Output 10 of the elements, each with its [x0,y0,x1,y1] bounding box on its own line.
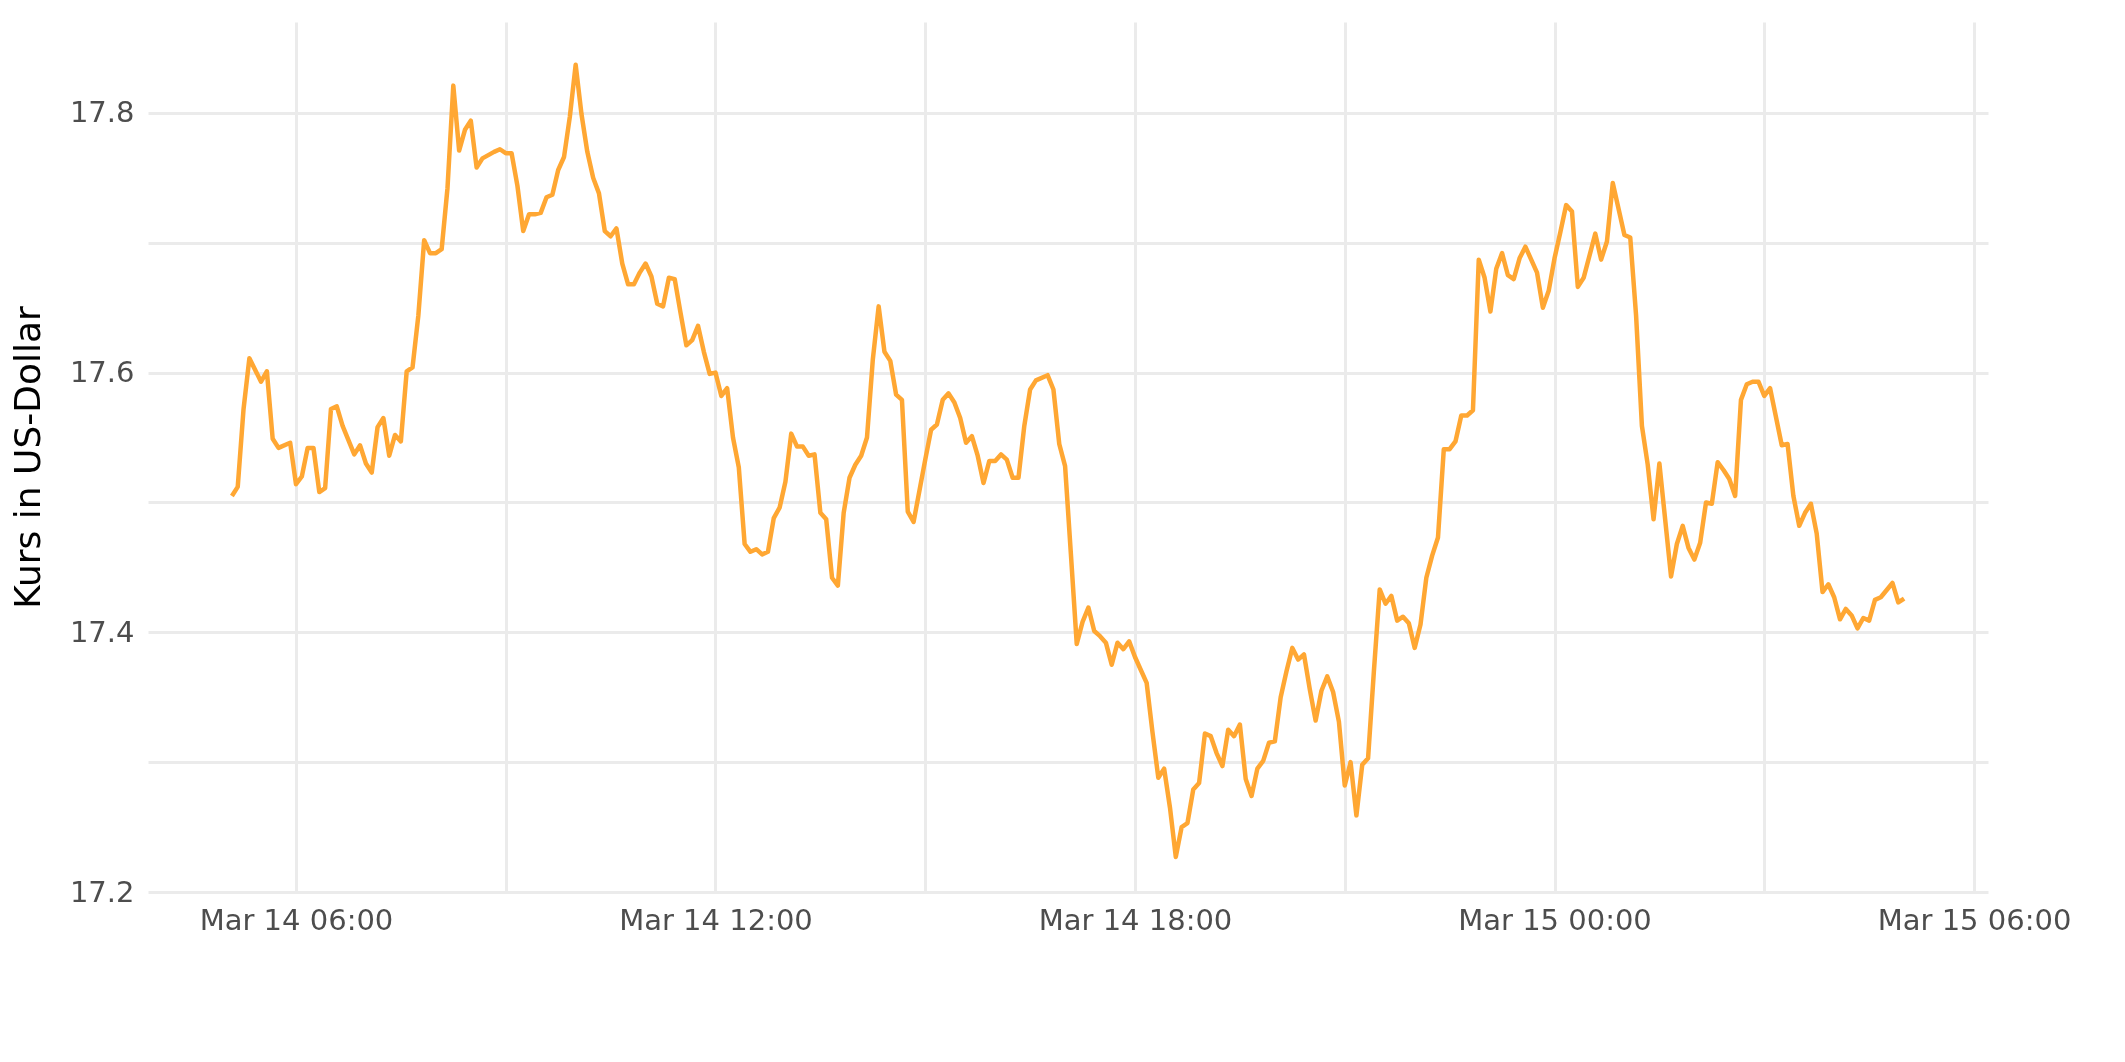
x-tick-label: Mar 15 00:00 [1458,902,1652,937]
x-tick-label: Mar 14 12:00 [619,902,813,937]
x-tick-label: Mar 15 06:00 [1877,902,2072,937]
x-tick-label: Mar 14 06:00 [199,902,394,937]
y-axis-title: Kurs in US-Dollar [6,305,48,609]
x-tick-label: Mar 14 18:00 [1038,902,1233,937]
y-tick-label: 17.4 [69,614,135,649]
y-tick-label: 17.6 [69,355,135,390]
y-tick-label: 17.8 [69,95,135,130]
y-tick-label: 17.2 [69,874,135,909]
